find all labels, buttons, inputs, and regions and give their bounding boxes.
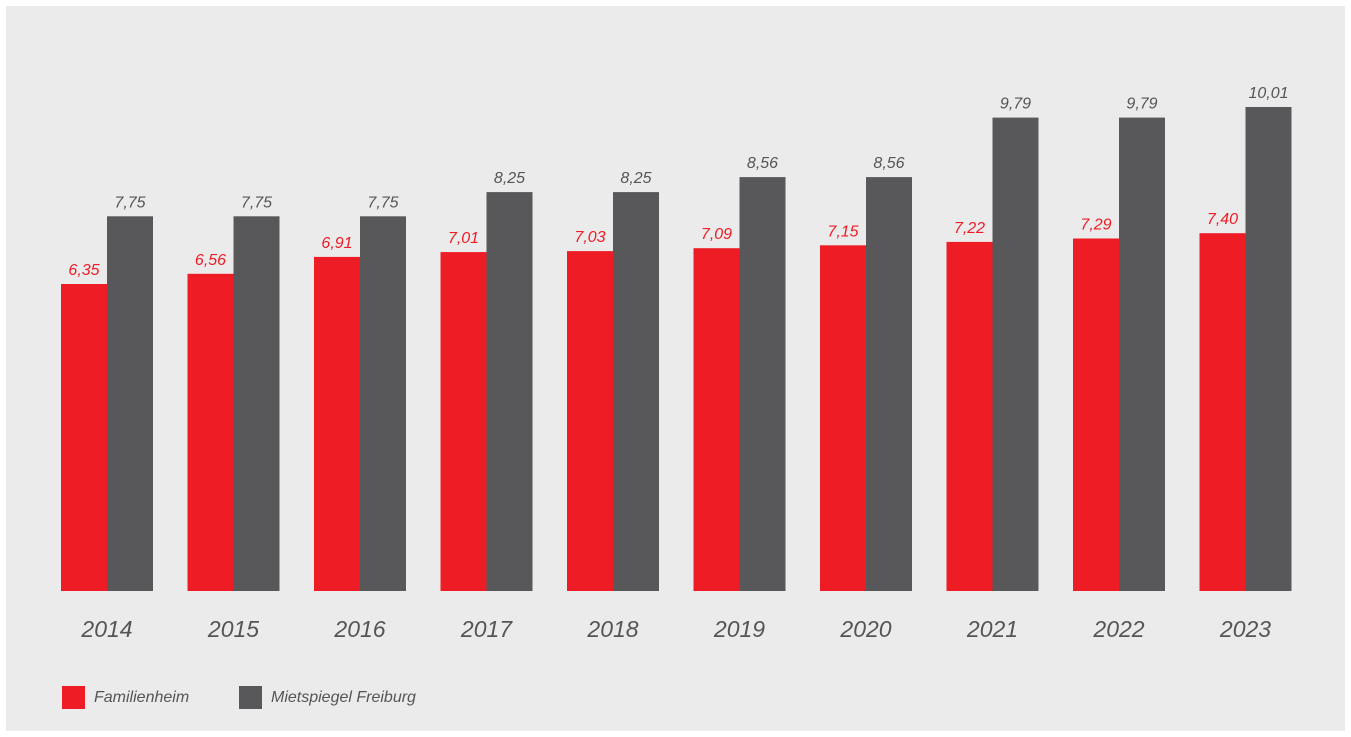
value-label-mietspiegel-2022: 9,79 [1126,96,1157,113]
bar-mietspiegel-2022 [1119,117,1165,591]
value-label-mietspiegel-2015: 7,75 [241,194,272,211]
value-label-mietspiegel-2018: 8,25 [620,170,651,187]
x-tick-label-2014: 2014 [80,616,132,642]
legend-label-familienheim: Familienheim [94,688,190,706]
x-tick-label-2021: 2021 [966,616,1018,642]
legend-swatch-mietspiegel-freiburg [239,686,262,709]
x-tick-label-2016: 2016 [333,616,385,642]
x-tick-label-2023: 2023 [1219,616,1271,642]
bar-familienheim-2020 [820,245,866,592]
bar-familienheim-2016 [314,256,360,591]
legend-swatch-familienheim [62,686,85,709]
value-label-mietspiegel-2016: 7,75 [367,194,398,211]
value-label-mietspiegel-2014: 7,75 [114,194,145,211]
x-tick-label-2017: 2017 [460,616,513,642]
bar-mietspiegel-2019 [739,177,786,591]
value-label-mietspiegel-2023: 10,01 [1248,85,1288,102]
value-label-familienheim-2015: 6,56 [195,252,226,269]
value-label-mietspiegel-2017: 8,25 [494,170,525,187]
x-tick-label-2018: 2018 [586,616,638,642]
bar-familienheim-2014 [61,284,107,591]
bar-familienheim-2018 [567,251,613,591]
legend-item-familienheim: Familienheim [62,686,189,709]
value-label-familienheim-2023: 7,40 [1207,211,1238,228]
x-tick-label-2020: 2020 [839,616,891,642]
value-label-familienheim-2014: 6,35 [68,262,99,279]
value-label-mietspiegel-2019: 8,56 [747,155,778,172]
value-label-familienheim-2018: 7,03 [574,229,605,246]
value-labels-layer: 6,35 7,75 6,56 7,75 6,91 7,75 7,01 8,25 7,03 8,25… [68,85,1288,279]
bar-familienheim-2022 [1073,238,1119,591]
x-tick-label-2015: 2015 [207,616,259,642]
bar-familienheim-2021 [946,241,993,591]
bar-mietspiegel-2014 [107,216,153,592]
value-label-familienheim-2022: 7,29 [1080,217,1111,234]
value-label-familienheim-2016: 6,91 [321,235,352,252]
x-axis-tick-labels: 2014 2015 2016 2017 2018 2019 2020 2021 2022 2023 [80,616,1271,642]
x-tick-label-2022: 2022 [1092,616,1144,642]
bar-mietspiegel-2020 [866,177,912,591]
bar-familienheim-2023 [1199,233,1246,591]
legend-item-mietspiegel-freiburg: Mietspiegel Freiburg [239,686,416,709]
value-label-familienheim-2017: 7,01 [448,230,479,247]
value-label-familienheim-2019: 7,09 [701,226,732,243]
legend-label-mietspiegel-freiburg: Mietspiegel Freiburg [271,688,416,706]
value-label-familienheim-2020: 7,15 [827,223,858,240]
value-label-mietspiegel-2020: 8,56 [873,155,904,172]
bar-familienheim-2015 [187,273,234,591]
bar-familienheim-2019 [693,248,740,591]
value-label-familienheim-2021: 7,22 [954,220,985,237]
bars-layer [61,107,1292,592]
bar-mietspiegel-2017 [486,192,533,591]
bar-mietspiegel-2016 [360,216,406,592]
bar-familienheim-2017 [440,252,487,591]
value-label-mietspiegel-2021: 9,79 [1000,96,1031,113]
bar-mietspiegel-2018 [613,192,659,591]
bar-mietspiegel-2021 [992,117,1039,591]
bar-mietspiegel-2023 [1245,107,1292,591]
x-tick-label-2019: 2019 [713,616,765,642]
bar-mietspiegel-2015 [233,216,280,592]
